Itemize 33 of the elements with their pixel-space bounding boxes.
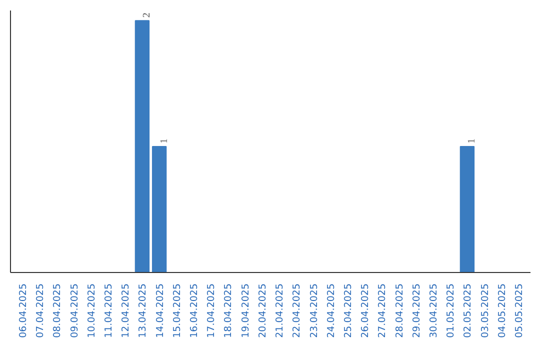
- x-tick-label: 07.04.2025: [35, 283, 46, 338]
- x-tick-label: 25.04.2025: [342, 283, 354, 338]
- x-tick-label: 10.04.2025: [86, 283, 98, 338]
- x-tick-label: 09.04.2025: [69, 283, 80, 338]
- x-tick-label: 15.04.2025: [172, 283, 183, 338]
- data-label: 1: [158, 138, 170, 144]
- x-tick-label: 03.05.2025: [480, 283, 491, 338]
- x-tick-label: 17.04.2025: [206, 283, 218, 338]
- x-tick-label: 23.04.2025: [308, 283, 320, 338]
- x-tick-label: 29.04.2025: [411, 283, 422, 338]
- x-tick-label: 06.04.2025: [18, 283, 29, 338]
- x-tick-label: 30.04.2025: [428, 283, 440, 338]
- x-tick-label: 26.04.2025: [360, 283, 372, 338]
- x-tick-label: 11.04.2025: [104, 283, 114, 338]
- data-label: 1: [466, 138, 478, 144]
- data-label: 2: [142, 12, 153, 18]
- x-tick-label: 16.04.2025: [189, 283, 200, 338]
- x-tick-label: 12.04.2025: [120, 283, 132, 338]
- x-tick-label: 28.04.2025: [394, 283, 406, 338]
- x-tick-label: 13.04.2025: [138, 283, 149, 338]
- x-tick-label: 21.04.2025: [274, 283, 286, 338]
- x-tick-label: 24.04.2025: [326, 283, 337, 338]
- x-tick-label: 05.05.2025: [514, 283, 526, 338]
- x-tick-label: 08.04.2025: [52, 283, 64, 338]
- x-tick-label: 02.05.2025: [462, 283, 474, 338]
- x-tick-label: 18.04.2025: [223, 283, 234, 338]
- x-tick-label: 04.05.2025: [496, 283, 508, 338]
- x-tick-label: 14.04.2025: [154, 283, 166, 338]
- x-tick-label: 01.05.2025: [446, 283, 457, 338]
- x-tick-label: 27.04.2025: [377, 283, 388, 338]
- x-tick-label: 22.04.2025: [292, 283, 303, 338]
- x-tick-label: 20.04.2025: [257, 283, 268, 338]
- x-tick-label: 19.04.2025: [240, 283, 252, 338]
